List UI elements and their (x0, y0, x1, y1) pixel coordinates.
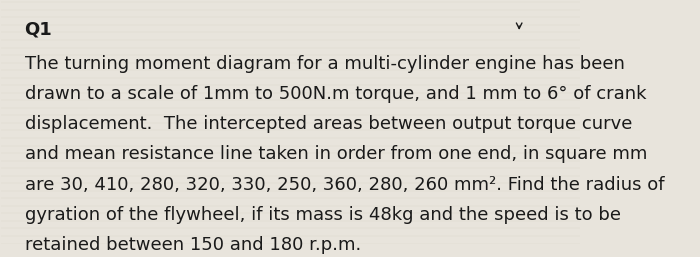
Text: Q1: Q1 (25, 21, 52, 39)
Text: and mean resistance line taken in order from one end, in square mm: and mean resistance line taken in order … (25, 145, 647, 163)
Text: are 30, 410, 280, 320, 330, 250, 360, 280, 260 mm². Find the radius of: are 30, 410, 280, 320, 330, 250, 360, 28… (25, 176, 664, 194)
Text: drawn to a scale of 1mm to 500N.m torque, and 1 mm to 6° of crank: drawn to a scale of 1mm to 500N.m torque… (25, 85, 646, 103)
Text: displacement.  The intercepted areas between output torque curve: displacement. The intercepted areas betw… (25, 115, 632, 133)
Text: gyration of the flywheel, if its mass is 48kg and the speed is to be: gyration of the flywheel, if its mass is… (25, 206, 620, 224)
Text: retained between 150 and 180 r.p.m.: retained between 150 and 180 r.p.m. (25, 236, 360, 254)
Text: The turning moment diagram for a multi-cylinder engine has been: The turning moment diagram for a multi-c… (25, 55, 624, 73)
